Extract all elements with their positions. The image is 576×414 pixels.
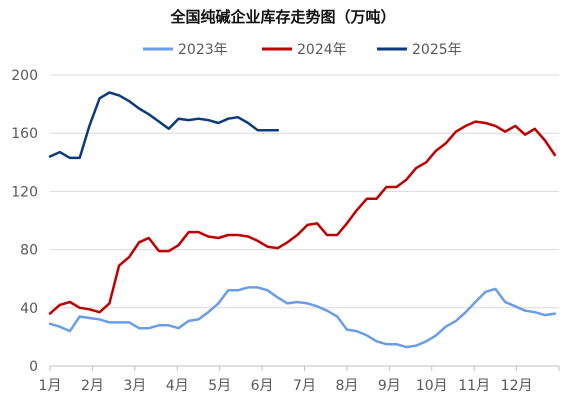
x-tick-label: 12月: [501, 378, 533, 394]
legend-label-0: 2023年: [178, 42, 228, 58]
legend-label-2: 2025年: [412, 42, 462, 58]
legend: 2023年 2024年 2025年: [143, 42, 462, 58]
y-axis-ticks: 0 40 80 120 160 200: [11, 68, 38, 375]
x-axis: 1月 2月 3月 4月 5月 6月 7月 8月 9月 10月 11月 12月: [39, 365, 560, 394]
x-tick-label: 6月: [251, 378, 274, 394]
x-tick-label: 10月: [416, 378, 448, 394]
x-tick-label: 8月: [335, 378, 358, 394]
gridlines: [50, 74, 559, 309]
x-tick-label: 2月: [81, 378, 104, 394]
y-tick-label-40: 40: [20, 301, 38, 317]
chart-title: 全国纯碱企业库存走势图（万吨）: [169, 8, 395, 26]
x-tick-label: 3月: [123, 378, 146, 394]
y-tick-label-0: 0: [29, 359, 38, 375]
series-line-2: [48, 91, 280, 160]
x-tick-label: 4月: [166, 378, 189, 394]
x-tick-label: 7月: [293, 378, 316, 394]
x-tick-label: 9月: [378, 378, 401, 394]
y-tick-label-200: 200: [11, 68, 38, 84]
x-tick-label: 1月: [39, 378, 62, 394]
y-tick-label-160: 160: [11, 126, 38, 142]
series-line-0: [48, 286, 557, 349]
x-tick-label: 11月: [458, 378, 490, 394]
y-tick-label-120: 120: [11, 184, 38, 200]
series-line-1: [48, 120, 557, 315]
x-tick-label: 5月: [208, 378, 231, 394]
y-tick-label-80: 80: [20, 243, 38, 259]
series-lines: [48, 91, 557, 349]
legend-label-1: 2024年: [297, 42, 347, 58]
